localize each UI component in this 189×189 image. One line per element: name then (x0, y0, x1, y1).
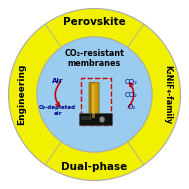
Bar (81, 116, 91, 120)
Text: Perovskite: Perovskite (63, 17, 126, 27)
FancyBboxPatch shape (79, 113, 112, 126)
Text: O₂: O₂ (127, 104, 136, 110)
Text: O₂-depleted
air: O₂-depleted air (39, 105, 76, 116)
FancyArrowPatch shape (128, 83, 134, 108)
Ellipse shape (99, 116, 105, 123)
FancyBboxPatch shape (89, 82, 99, 121)
Text: membranes: membranes (68, 59, 121, 68)
Circle shape (9, 9, 180, 180)
Bar (92, 85, 95, 118)
Bar (90, 83, 91, 120)
Text: CO₂: CO₂ (125, 79, 138, 85)
Text: Engineering: Engineering (17, 64, 26, 125)
Text: K₂NiF₄-family: K₂NiF₄-family (163, 65, 172, 124)
Text: CO₂: CO₂ (125, 92, 138, 98)
FancyArrowPatch shape (55, 81, 61, 106)
Text: CO₂-resistant: CO₂-resistant (65, 49, 124, 58)
Circle shape (37, 37, 152, 152)
Text: Dual-phase: Dual-phase (61, 162, 128, 172)
Text: Air: Air (52, 78, 63, 84)
